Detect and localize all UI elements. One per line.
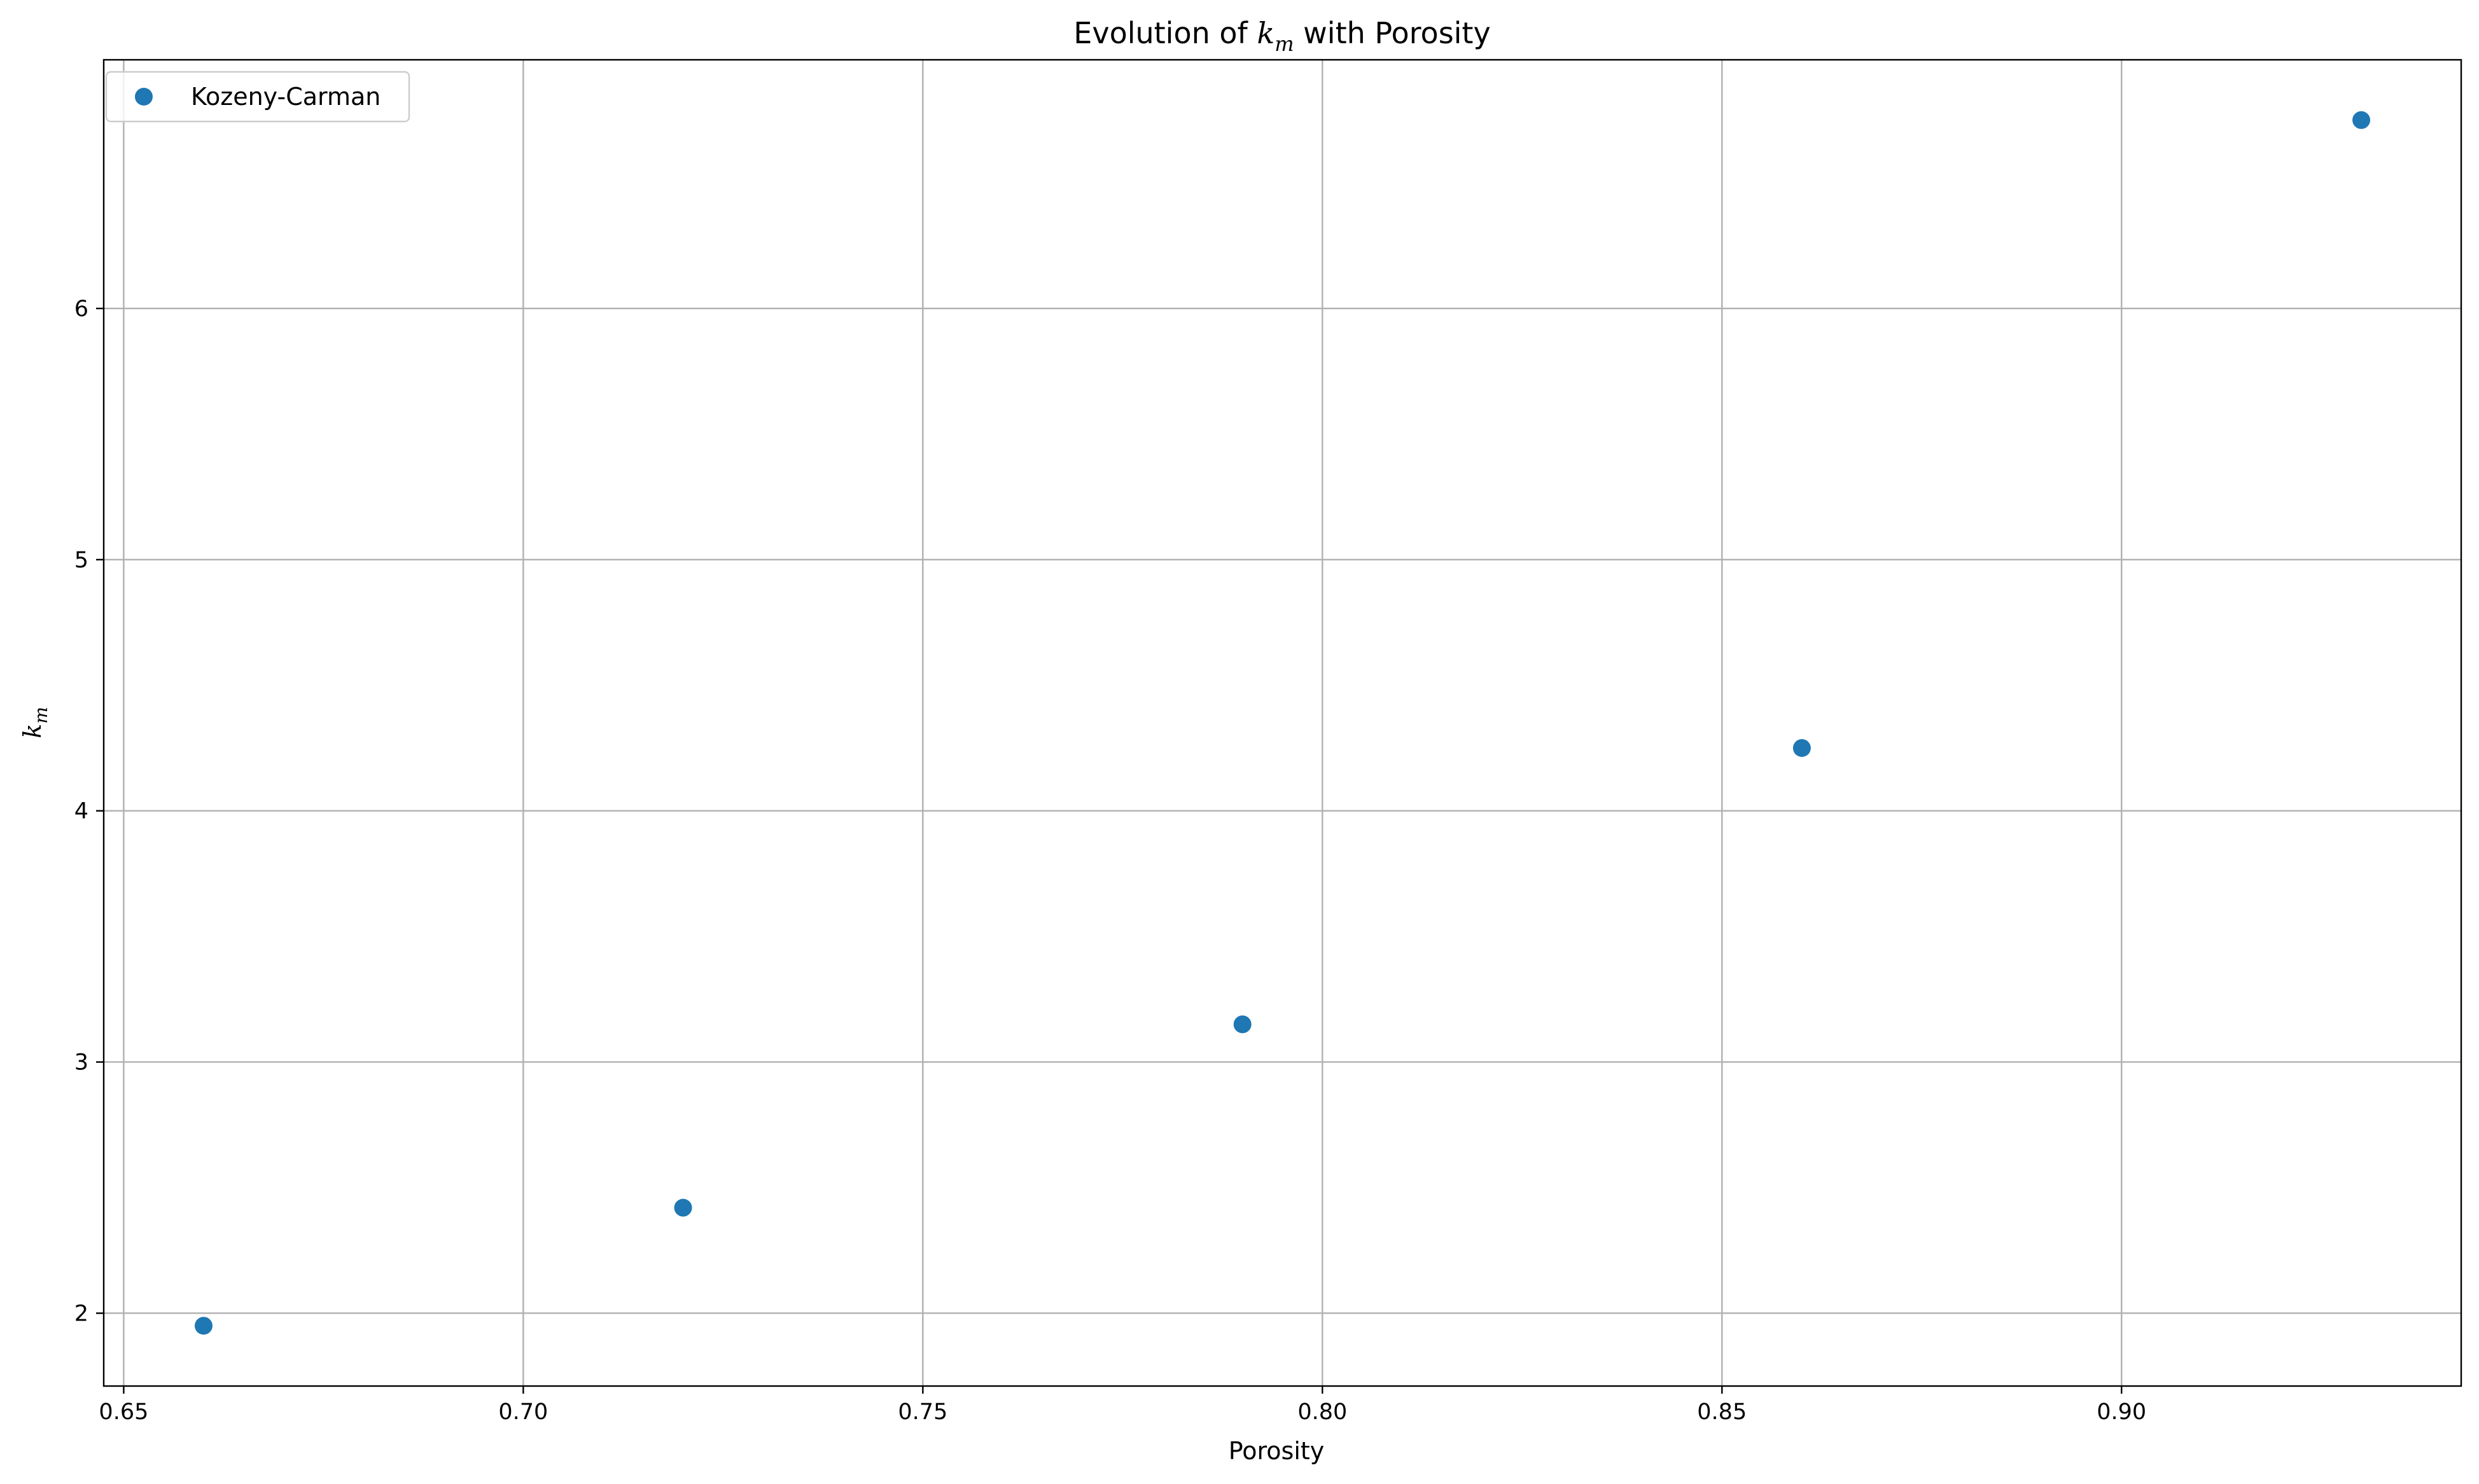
legend-label: Kozeny-Carman <box>191 83 381 111</box>
x-tick-label: 0.90 <box>2097 1399 2146 1425</box>
data-point <box>1233 1015 1252 1034</box>
legend-marker <box>135 88 153 106</box>
legend: Kozeny-Carman <box>105 71 410 123</box>
data-points <box>194 111 2371 1335</box>
data-point <box>674 1198 692 1217</box>
data-point <box>2352 111 2371 129</box>
x-tick-label: 0.65 <box>99 1399 148 1425</box>
plot-area-frame <box>102 59 2462 1387</box>
x-tick-label: 0.70 <box>498 1399 548 1425</box>
y-tick-label: 6 <box>74 296 88 322</box>
x-axis-label: Porosity <box>1229 1437 1325 1465</box>
y-axis-label: km <box>18 707 52 739</box>
x-tick-label: 0.85 <box>1697 1399 1747 1425</box>
data-point <box>1792 739 1811 757</box>
y-tick-label: 3 <box>74 1050 88 1076</box>
grid-layer <box>104 60 2461 1386</box>
y-tick-label: 5 <box>74 548 88 573</box>
x-tick-label: 0.80 <box>1297 1399 1347 1425</box>
legend-box <box>105 71 410 123</box>
y-tick-label: 2 <box>74 1301 88 1326</box>
y-tick-label: 4 <box>74 799 88 824</box>
data-point <box>194 1317 213 1335</box>
chart-title: Evolution of km with Porosity <box>1073 16 1490 56</box>
tick-layer: 0.65 0.70 0.75 0.80 0.85 0.90 2 3 4 5 6 <box>74 296 2146 1425</box>
x-tick-label: 0.75 <box>898 1399 947 1425</box>
